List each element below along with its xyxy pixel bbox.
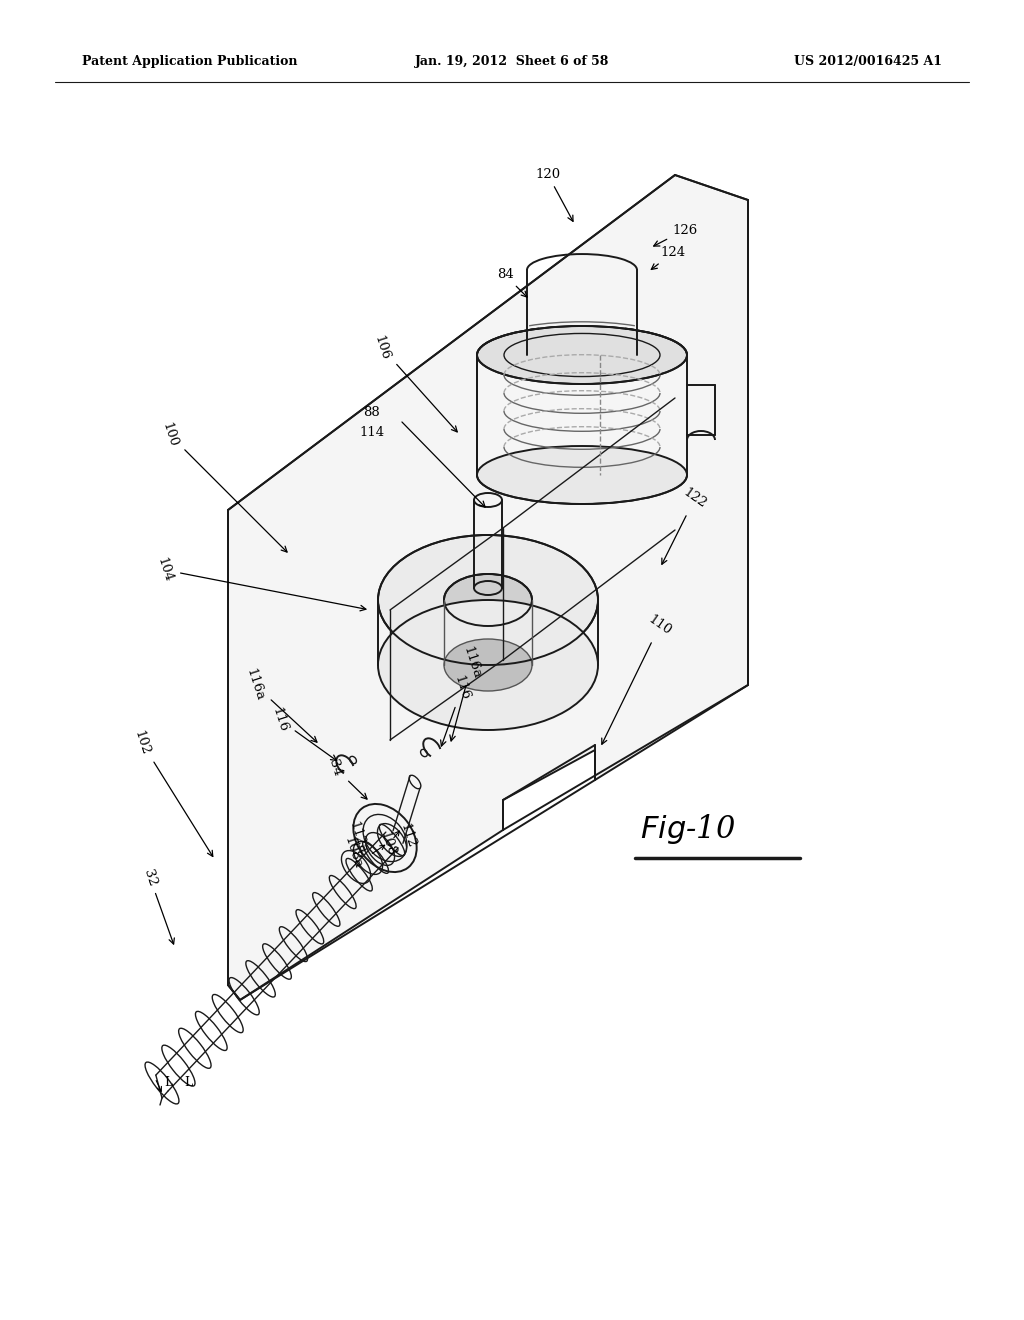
Text: 110: 110 [602, 612, 674, 744]
Text: 124: 124 [651, 247, 685, 269]
Text: 102: 102 [132, 729, 213, 857]
Ellipse shape [444, 574, 532, 626]
Text: 120: 120 [536, 169, 573, 222]
Ellipse shape [378, 535, 598, 665]
Text: 122: 122 [662, 486, 709, 564]
Text: 106: 106 [372, 334, 457, 432]
Text: 108: 108 [378, 830, 398, 858]
Text: $\it{Fig}$-10: $\it{Fig}$-10 [640, 812, 735, 846]
Ellipse shape [444, 639, 532, 690]
Text: 116: 116 [440, 675, 472, 746]
Text: L: L [184, 1077, 193, 1089]
Text: 100: 100 [160, 421, 287, 552]
Text: 126: 126 [653, 223, 697, 246]
Text: 108a: 108a [342, 836, 365, 871]
Text: Patent Application Publication: Patent Application Publication [82, 55, 298, 69]
Text: 116: 116 [270, 706, 337, 760]
Text: Jan. 19, 2012  Sheet 6 of 58: Jan. 19, 2012 Sheet 6 of 58 [415, 55, 609, 69]
Text: 112: 112 [398, 822, 418, 850]
Text: 32: 32 [141, 869, 174, 944]
Text: 116a: 116a [450, 645, 483, 741]
Polygon shape [228, 176, 748, 1001]
Text: L: L [164, 1077, 172, 1089]
Text: 114: 114 [359, 425, 385, 438]
Text: 34: 34 [327, 758, 367, 799]
Text: 116a: 116a [244, 667, 317, 742]
Ellipse shape [378, 601, 598, 730]
Ellipse shape [477, 446, 687, 504]
Text: 112a: 112a [347, 820, 370, 855]
Text: 88: 88 [364, 407, 380, 420]
Text: 84: 84 [497, 268, 527, 297]
Text: US 2012/0016425 A1: US 2012/0016425 A1 [794, 55, 942, 69]
Text: 104: 104 [155, 556, 366, 611]
Ellipse shape [477, 326, 687, 384]
